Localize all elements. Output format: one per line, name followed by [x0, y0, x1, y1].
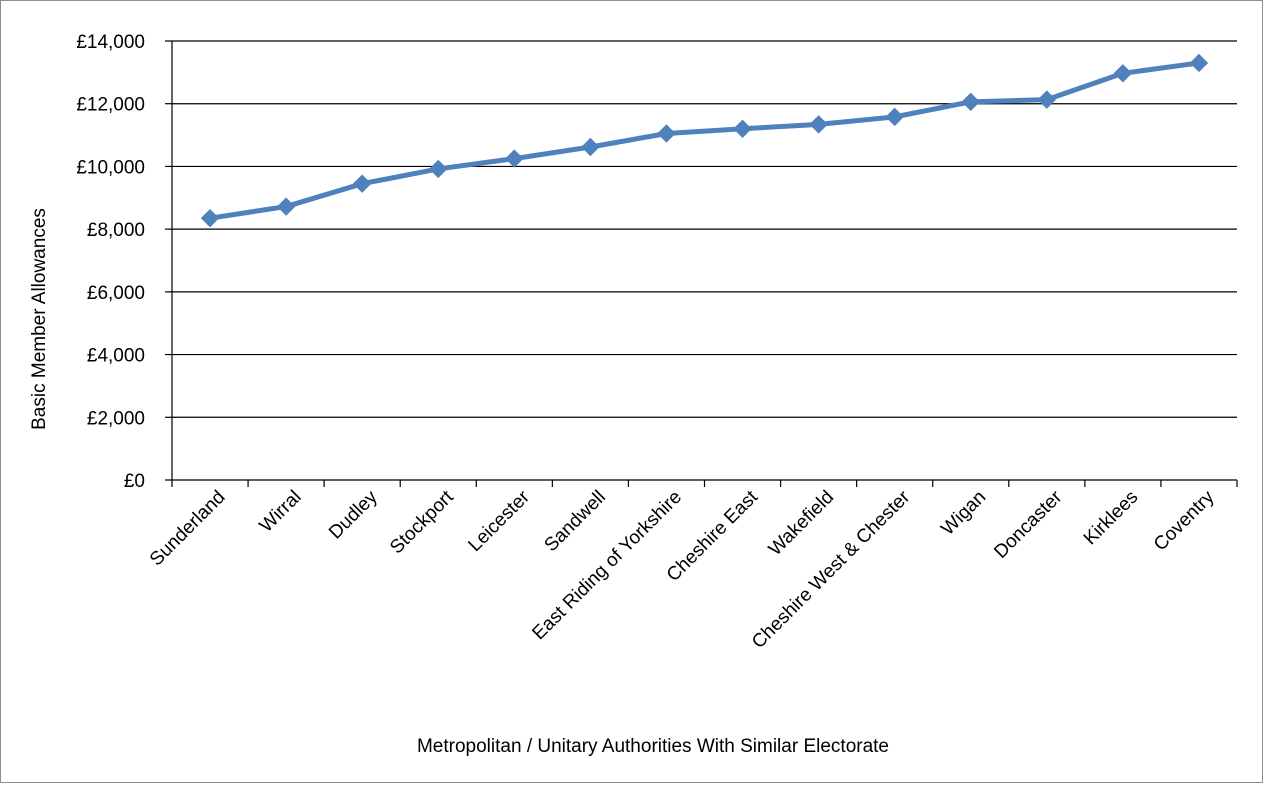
data-point	[885, 107, 904, 127]
x-tick-label: Wigan	[937, 487, 990, 540]
x-tick-label: Leicester	[464, 486, 534, 556]
y-axis-title: Basic Member Allowances	[29, 208, 50, 430]
x-tick-label: Wirral	[256, 487, 306, 537]
x-tick-label: Dudley	[325, 486, 382, 543]
data-point	[505, 149, 524, 168]
data-point	[733, 119, 752, 139]
x-tick-label: Sunderland	[146, 487, 230, 571]
x-axis-title: Metropolitan / Unitary Authorities With …	[417, 736, 889, 757]
y-tick-label: £8,000	[87, 220, 145, 241]
series-line	[209, 60, 1200, 221]
data-series	[200, 53, 1209, 228]
y-tick-label: £6,000	[87, 283, 145, 304]
y-tick-label: £4,000	[87, 346, 145, 367]
data-point	[961, 92, 980, 112]
x-tick-labels: Sunderland Wirral Dudley Stockport Leicester…	[146, 486, 1219, 653]
data-point	[1189, 53, 1209, 73]
data-point	[352, 174, 372, 193]
data-point	[276, 197, 296, 216]
data-point	[581, 137, 600, 157]
x-tick-label: Doncaster	[990, 486, 1067, 563]
y-tick-label: £10,000	[76, 157, 145, 178]
y-tick-label: £14,000	[76, 32, 145, 53]
x-tick-label: East Riding of Yorkshire	[529, 487, 686, 644]
gridlines	[172, 40, 1237, 418]
y-tick-label: £12,000	[76, 95, 145, 116]
data-point	[200, 208, 220, 228]
data-point	[809, 115, 828, 134]
x-tick-label: Sandwell	[541, 487, 610, 556]
data-point	[1113, 64, 1133, 83]
x-tick-label: Wakefield	[765, 487, 838, 560]
x-tick-label: Coventry	[1150, 486, 1219, 555]
x-tick-label: Kirklees	[1080, 487, 1143, 550]
x-tick-label: Cheshire West & Chester	[748, 486, 915, 653]
y-tick-labels: £0 £2,000 £4,000 £6,000 £8,000 £10,000 £12,000…	[76, 32, 145, 492]
data-point	[429, 159, 448, 179]
data-point	[657, 124, 676, 143]
y-tick-label: £2,000	[87, 408, 145, 429]
axes	[165, 40, 1238, 487]
data-point	[1037, 90, 1057, 109]
x-tick-label: Stockport	[386, 486, 458, 558]
y-tick-label: £0	[124, 471, 145, 492]
